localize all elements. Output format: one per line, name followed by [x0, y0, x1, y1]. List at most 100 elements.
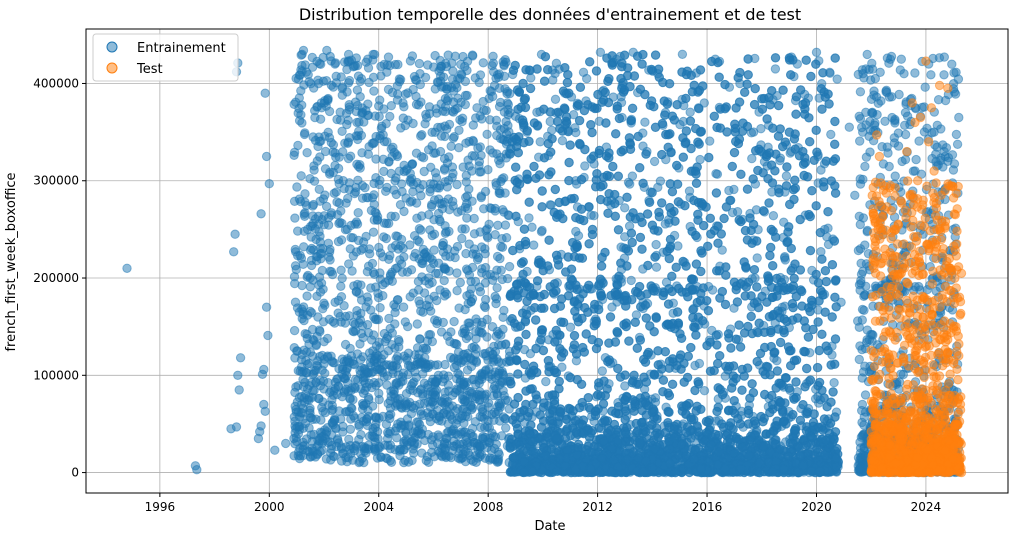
train-point	[580, 161, 590, 171]
train-point	[448, 97, 459, 107]
train-point	[374, 111, 384, 122]
train-point	[385, 251, 395, 261]
train-point	[472, 255, 483, 265]
train-point	[312, 331, 322, 342]
plot-area: 1996 2000 2004 2008 2012 2016 2020 202401000002…	[33, 28, 1009, 514]
train-point	[433, 268, 444, 279]
train-point	[349, 327, 359, 337]
train-point	[297, 391, 307, 402]
train-point	[322, 333, 333, 344]
train-point	[444, 205, 455, 215]
train-point	[467, 392, 477, 403]
train-point	[354, 421, 364, 431]
train-point	[291, 264, 301, 275]
train-point	[351, 287, 361, 297]
train-point	[365, 249, 375, 259]
train-point	[550, 94, 561, 105]
train-point	[314, 393, 324, 404]
train-point	[551, 58, 562, 68]
train-point	[449, 86, 459, 96]
train-point	[699, 386, 710, 396]
train-point	[500, 220, 511, 230]
train-point	[414, 349, 424, 359]
train-point	[442, 331, 453, 341]
train-point	[497, 376, 507, 386]
train-point	[296, 171, 306, 181]
train-point	[369, 215, 379, 225]
train-point	[458, 51, 468, 62]
train-point	[315, 243, 325, 253]
train-point	[468, 456, 478, 466]
train-point	[398, 302, 409, 312]
train-point	[396, 234, 407, 245]
train-point	[399, 160, 409, 171]
train-point	[466, 361, 477, 372]
train-point	[320, 368, 330, 378]
train-point	[435, 71, 446, 81]
train-point	[418, 369, 428, 379]
train-point	[456, 206, 467, 216]
train-point	[436, 122, 446, 133]
train-point	[302, 291, 312, 301]
train-point	[491, 298, 501, 309]
train-point	[607, 302, 617, 312]
train-point	[337, 273, 347, 283]
train-point	[430, 315, 440, 325]
train-point	[355, 339, 365, 349]
train-point	[501, 339, 511, 349]
train-point	[424, 210, 434, 220]
train-point	[498, 312, 508, 322]
train-point	[345, 393, 355, 403]
train-point	[483, 165, 493, 175]
train-point	[441, 451, 451, 461]
train-point	[505, 88, 515, 99]
train-point	[398, 243, 408, 254]
train-point	[395, 200, 406, 210]
train-point	[620, 203, 630, 213]
train-point	[493, 329, 504, 339]
train-point	[387, 243, 397, 253]
train-point	[651, 239, 661, 250]
train-point	[338, 421, 348, 432]
train-point	[541, 376, 551, 387]
train-point	[502, 273, 513, 284]
train-point	[355, 92, 365, 102]
train-point	[362, 292, 372, 302]
train-point	[427, 200, 437, 210]
train-point	[294, 194, 305, 204]
train-point	[479, 204, 489, 214]
train-point	[297, 367, 307, 377]
train-point	[433, 208, 444, 219]
train-point	[372, 453, 383, 463]
train-point	[442, 182, 452, 192]
train-point	[344, 75, 355, 86]
train-point	[309, 165, 319, 175]
train-point	[434, 411, 444, 421]
train-point	[358, 372, 368, 383]
train-point	[355, 160, 365, 170]
train-point	[358, 352, 368, 362]
train-point	[393, 89, 403, 99]
train-point	[398, 98, 408, 108]
train-point	[336, 281, 346, 291]
train-point	[382, 380, 392, 390]
train-point	[415, 79, 425, 90]
train-point	[383, 331, 393, 342]
train-point	[390, 59, 400, 70]
train-point	[339, 57, 350, 67]
train-point	[302, 310, 313, 320]
train-point	[504, 261, 515, 272]
train-point	[324, 106, 335, 117]
train-point	[463, 318, 473, 328]
train-point	[492, 251, 503, 262]
train-point	[548, 75, 558, 85]
train-point	[379, 232, 389, 242]
train-point	[319, 359, 329, 369]
train-point	[386, 457, 397, 467]
train-point	[457, 233, 467, 244]
train-point	[414, 237, 424, 247]
train-point	[471, 334, 481, 344]
train-point	[492, 389, 502, 399]
train-point	[362, 320, 373, 330]
train-point	[325, 244, 335, 255]
